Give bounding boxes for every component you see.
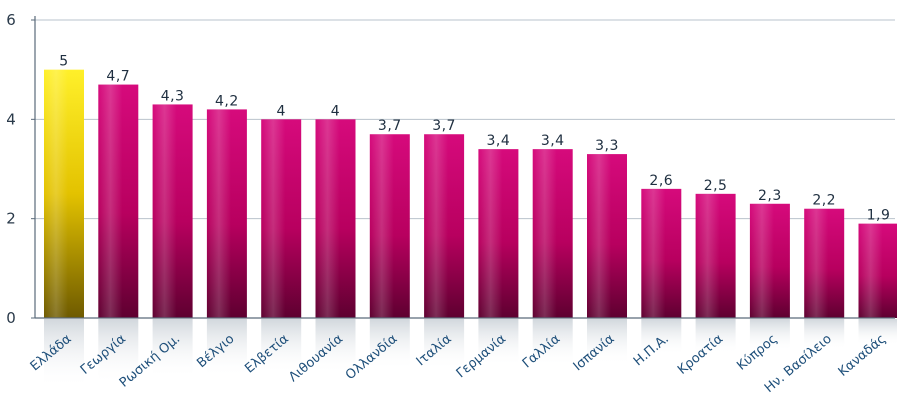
data-label: 3,4 [541,133,565,149]
bar-shine [804,208,845,318]
data-label: 4,3 [161,88,185,104]
bars [44,69,897,319]
bar-reflection [749,319,790,351]
data-label: 2,6 [649,173,673,189]
data-label: 4,7 [106,69,130,85]
data-label: 3,7 [432,118,456,134]
bar-shine [424,134,465,318]
bar-shine [478,149,519,318]
bar-shine [44,69,84,319]
data-label: 3,4 [487,133,511,149]
bar-reflection [858,319,897,346]
data-label: 5 [59,54,68,70]
data-label: 2,2 [812,193,836,209]
bar-shine [98,84,139,318]
bar-reflection [478,319,519,367]
bar-reflection [587,319,627,365]
y-tick-labels: 0 2 4 6 [6,11,16,327]
bar-reflection [695,319,736,354]
bar-shine [858,223,897,318]
y-tick-label: 4 [6,110,16,128]
data-label: 2,3 [758,188,782,204]
data-labels: 5 4,7 4,3 4,2 4 4 3,7 3,7 3,4 3,4 3,3 2,6 2,5 2,3 2,2 1… [59,54,890,224]
y-tick-label: 2 [6,210,16,228]
data-label: 3,3 [595,138,619,154]
bar-reflection [152,319,193,379]
bar-reflection [532,319,573,367]
bar-reflection [44,319,84,389]
data-label: 3,7 [378,118,402,134]
data-label: 4,2 [215,93,239,109]
data-label: 2,5 [704,178,728,194]
bar-shine [315,119,356,318]
data-label: 1,9 [867,208,891,224]
bar-reflection [261,319,302,375]
data-label: 4 [276,103,285,119]
axes [31,16,895,319]
y-tick-label: 0 [6,309,16,327]
bar-shine [641,188,682,318]
data-label: 4 [331,103,340,119]
bar-shine [749,203,790,318]
bar-shine [206,109,247,319]
bar-reflection [804,319,845,350]
bar-reflection [641,319,682,356]
bar-reflection [98,319,139,385]
bar-shine [532,149,573,318]
bar-shine [587,154,627,318]
bar-shine [261,119,302,318]
bar-reflection [206,319,247,378]
bar-shine [695,193,736,318]
bar-shine [152,104,193,318]
bar-reflection [315,319,356,375]
bar-reflections [44,319,897,389]
bar-reflection [369,319,410,371]
y-tick-label: 6 [6,11,16,29]
bar-reflection [424,319,465,371]
bar-shine [369,134,410,318]
